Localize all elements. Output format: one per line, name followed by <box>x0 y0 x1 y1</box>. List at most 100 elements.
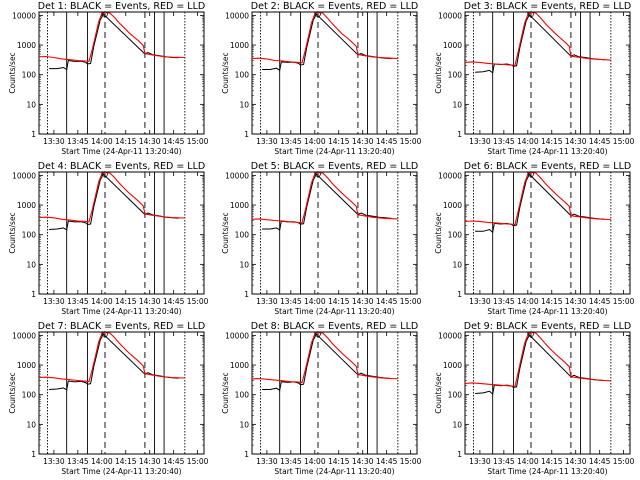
events-series-line <box>49 173 179 231</box>
plot-frame <box>251 171 418 295</box>
plot-frame <box>464 171 631 295</box>
detector-panel: Det 5: BLACK = Events, RED = LLD 1 10 100 10… <box>221 161 422 316</box>
y-tick-label: 10 <box>452 420 462 429</box>
y-tick-label: 100 <box>22 391 37 400</box>
x-tick-label: 14:30 <box>565 297 587 306</box>
x-tick-label: 14:00 <box>517 297 539 306</box>
x-tick-label: 13:45 <box>67 137 89 146</box>
x-tick-label: 15:00 <box>613 137 635 146</box>
y-axis-label: Counts/sec <box>221 372 230 413</box>
x-tick-label: 14:30 <box>352 137 374 146</box>
events-series-line <box>262 333 392 392</box>
events-series-line <box>262 13 392 72</box>
x-tick-label: 14:00 <box>91 137 113 146</box>
lld-series-line <box>464 171 611 226</box>
y-axis-label: Counts/sec <box>434 372 443 413</box>
panel-title: Det 5: BLACK = Events, RED = LLD <box>251 161 418 172</box>
y-tick-label: 10000 <box>12 11 36 20</box>
lld-series-line <box>38 11 185 63</box>
x-tick-label: 14:00 <box>91 297 113 306</box>
peak-marker <box>102 171 108 178</box>
x-tick-label: 14:15 <box>541 457 563 466</box>
panel-title: Det 7: BLACK = Events, RED = LLD <box>38 321 205 332</box>
x-tick-label: 14:00 <box>91 457 113 466</box>
x-tick-label: 14:00 <box>517 457 539 466</box>
x-tick-label: 14:30 <box>139 457 161 466</box>
detector-panel: Det 3: BLACK = Events, RED = LLD 1 10 100 10… <box>434 1 635 156</box>
x-tick-label: 13:45 <box>280 137 302 146</box>
x-tick-label: 15:00 <box>400 297 422 306</box>
y-tick-label: 10000 <box>438 171 462 180</box>
y-tick-label: 100 <box>235 391 250 400</box>
y-tick-label: 1000 <box>230 41 249 50</box>
y-tick-label: 1 <box>457 450 462 459</box>
x-tick-label: 13:30 <box>43 137 65 146</box>
y-axis-label: Counts/sec <box>8 372 17 413</box>
x-tick-label: 13:30 <box>43 297 65 306</box>
x-axis-label: Start Time (24-Apr-11 13:20:40) <box>274 307 394 316</box>
y-axis-label: Counts/sec <box>221 52 230 93</box>
detector-panel: Det 9: BLACK = Events, RED = LLD 1 10 100 10… <box>434 321 635 476</box>
x-tick-label: 14:00 <box>304 457 326 466</box>
y-axis-label: Counts/sec <box>8 52 17 93</box>
y-tick-label: 10 <box>239 260 249 269</box>
panel-title: Det 4: BLACK = Events, RED = LLD <box>38 161 205 172</box>
x-tick-label: 14:15 <box>541 297 563 306</box>
x-tick-label: 14:00 <box>304 137 326 146</box>
y-tick-label: 10 <box>452 260 462 269</box>
x-tick-label: 14:00 <box>304 297 326 306</box>
y-tick-label: 100 <box>235 231 250 240</box>
x-tick-label: 14:45 <box>589 457 611 466</box>
peak-marker <box>528 171 534 178</box>
peak-marker <box>315 331 321 338</box>
y-tick-label: 1 <box>244 130 249 139</box>
x-tick-label: 15:00 <box>400 137 422 146</box>
x-tick-label: 13:30 <box>256 297 278 306</box>
x-axis-label: Start Time (24-Apr-11 13:20:40) <box>274 467 394 476</box>
plot-frame <box>464 331 631 455</box>
x-tick-label: 13:30 <box>256 137 278 146</box>
lld-series-line <box>251 11 398 64</box>
x-tick-label: 14:15 <box>328 457 350 466</box>
x-tick-label: 13:45 <box>67 297 89 306</box>
x-axis-label: Start Time (24-Apr-11 13:20:40) <box>61 307 181 316</box>
x-tick-label: 15:00 <box>613 457 635 466</box>
lld-series-line <box>251 171 398 224</box>
y-tick-label: 1000 <box>443 41 462 50</box>
detector-panel: Det 7: BLACK = Events, RED = LLD 1 10 100 10… <box>8 321 209 476</box>
y-tick-label: 100 <box>448 231 463 240</box>
x-tick-label: 14:45 <box>163 457 185 466</box>
x-tick-label: 13:30 <box>469 137 491 146</box>
x-axis-label: Start Time (24-Apr-11 13:20:40) <box>487 307 607 316</box>
y-tick-label: 10 <box>452 100 462 109</box>
y-tick-label: 1000 <box>17 41 36 50</box>
y-tick-label: 10000 <box>438 331 462 340</box>
x-tick-label: 14:30 <box>139 297 161 306</box>
y-tick-label: 1 <box>31 450 36 459</box>
plot-frame <box>464 11 631 135</box>
y-tick-label: 10000 <box>12 331 36 340</box>
peak-marker <box>528 331 534 338</box>
x-tick-label: 13:45 <box>493 297 515 306</box>
detector-panel: Det 4: BLACK = Events, RED = LLD 1 10 100 10… <box>8 161 209 316</box>
x-tick-label: 13:30 <box>469 297 491 306</box>
peak-marker <box>315 11 321 18</box>
y-tick-label: 10 <box>239 100 249 109</box>
y-tick-label: 1000 <box>17 201 36 210</box>
x-tick-label: 13:45 <box>67 457 89 466</box>
plot-frame <box>38 171 205 295</box>
panel-title: Det 6: BLACK = Events, RED = LLD <box>464 161 631 172</box>
y-tick-label: 1000 <box>230 201 249 210</box>
x-tick-label: 14:30 <box>352 297 374 306</box>
x-tick-label: 14:45 <box>163 137 185 146</box>
events-series-line <box>262 173 392 231</box>
x-tick-label: 14:30 <box>565 457 587 466</box>
y-tick-label: 100 <box>448 71 463 80</box>
lld-series-line <box>464 11 611 66</box>
peak-marker <box>102 11 108 18</box>
y-tick-label: 1 <box>31 130 36 139</box>
x-tick-label: 14:15 <box>115 137 137 146</box>
y-axis-label: Counts/sec <box>434 212 443 253</box>
events-series-line <box>475 173 605 234</box>
